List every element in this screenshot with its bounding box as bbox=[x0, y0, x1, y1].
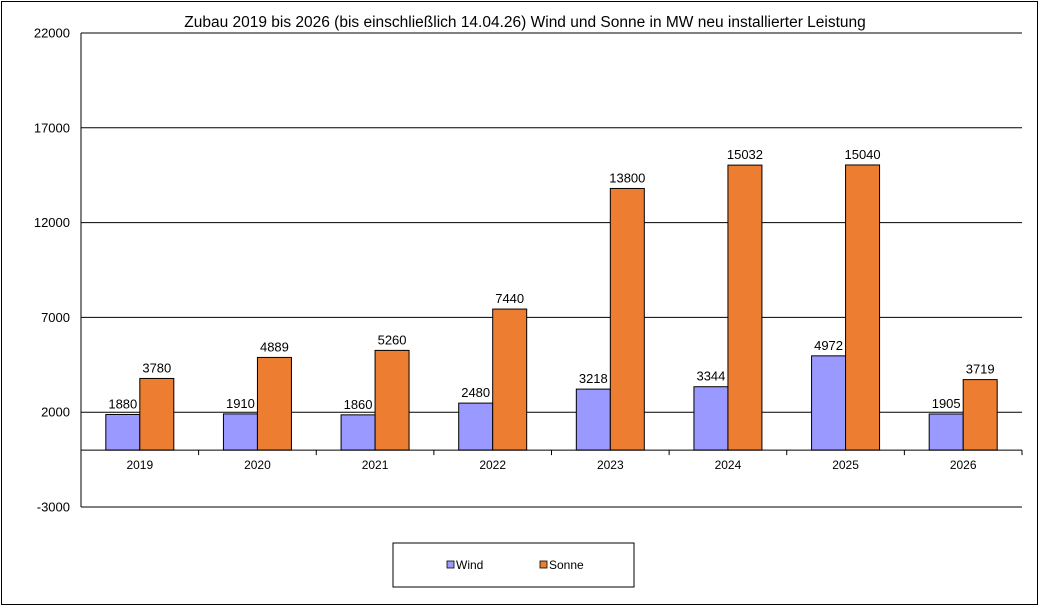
bar-sonne-2025 bbox=[845, 164, 881, 451]
bar-sonne-2020 bbox=[256, 356, 292, 451]
bar-wind-2025 bbox=[811, 355, 847, 451]
bar-sonne-2023 bbox=[609, 187, 645, 451]
x-tick-label: 2022 bbox=[479, 458, 506, 472]
legend-label-sonne: Sonne bbox=[549, 558, 584, 572]
grid-lines bbox=[81, 32, 1022, 508]
y-tick-label: 2000 bbox=[41, 405, 70, 420]
y-tick-label: 7000 bbox=[41, 310, 70, 325]
data-label-wind-2019: 1880 bbox=[108, 396, 137, 411]
x-axis: 2019 2020 2021 2022 2023 2024 2025 2026 bbox=[80, 449, 1023, 472]
bar-wind-2019 bbox=[105, 413, 141, 451]
bar-sonne-2024 bbox=[727, 164, 763, 451]
bars: 1880 3780 1910 4889 1860 5260 2480 7440 3218 1380… bbox=[105, 147, 998, 451]
data-label-sonne-2021: 5260 bbox=[378, 332, 407, 347]
data-label-sonne-2026: 3719 bbox=[966, 362, 995, 377]
data-label-sonne-2020: 4889 bbox=[260, 339, 289, 354]
data-label-wind-2024: 3344 bbox=[696, 369, 725, 384]
x-tick-label: 2026 bbox=[950, 458, 977, 472]
data-label-wind-2026: 1905 bbox=[932, 396, 961, 411]
x-tick-label: 2024 bbox=[715, 458, 742, 472]
bar-wind-2020 bbox=[222, 413, 258, 451]
bar-wind-2021 bbox=[340, 414, 376, 451]
legend-box bbox=[392, 542, 635, 588]
bar-sonne-2019 bbox=[139, 377, 175, 451]
data-label-sonne-2019: 3780 bbox=[142, 360, 171, 375]
y-tick-label: 22000 bbox=[34, 26, 70, 41]
legend-swatch-sonne bbox=[539, 560, 548, 569]
bar-sonne-2026 bbox=[962, 379, 998, 451]
data-label-sonne-2024: 15032 bbox=[727, 147, 763, 162]
y-tick-label: 17000 bbox=[34, 120, 70, 135]
x-tick-label: 2020 bbox=[244, 458, 271, 472]
data-label-wind-2020: 1910 bbox=[226, 396, 255, 411]
bar-wind-2022 bbox=[458, 402, 494, 451]
y-axis: 22000 17000 12000 7000 2000 -3000 bbox=[34, 26, 82, 515]
bar-sonne-2022 bbox=[492, 308, 528, 451]
data-label-wind-2023: 3218 bbox=[579, 371, 608, 386]
bar-wind-2026 bbox=[928, 413, 964, 451]
legend-swatch-wind bbox=[446, 560, 455, 569]
data-label-sonne-2023: 13800 bbox=[609, 170, 645, 185]
y-tick-label: -3000 bbox=[37, 500, 70, 515]
x-tick-label: 2019 bbox=[126, 458, 153, 472]
data-label-wind-2022: 2480 bbox=[461, 385, 490, 400]
bar-wind-2023 bbox=[575, 388, 611, 451]
chart-title: Zubau 2019 bis 2026 (bis einschließlich … bbox=[184, 14, 866, 31]
x-tick-label: 2021 bbox=[362, 458, 389, 472]
legend: Wind Sonne bbox=[392, 542, 635, 588]
data-label-wind-2025: 4972 bbox=[814, 338, 843, 353]
data-label-wind-2021: 1860 bbox=[344, 397, 373, 412]
data-label-sonne-2022: 7440 bbox=[495, 291, 524, 306]
x-tick-label: 2025 bbox=[832, 458, 859, 472]
bar-sonne-2021 bbox=[374, 349, 410, 451]
y-tick-label: 12000 bbox=[34, 215, 70, 230]
bar-wind-2024 bbox=[693, 386, 729, 451]
x-tick-label: 2023 bbox=[597, 458, 624, 472]
legend-label-wind: Wind bbox=[456, 558, 483, 572]
data-label-sonne-2025: 15040 bbox=[844, 147, 880, 162]
